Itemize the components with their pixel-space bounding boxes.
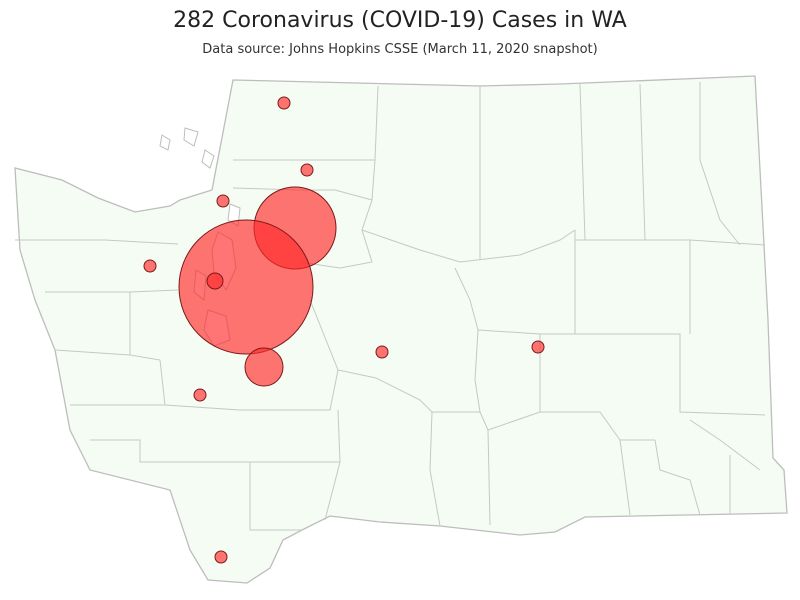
county-border xyxy=(540,411,655,441)
case-bubble-king xyxy=(178,219,314,355)
case-bubble-kittitas xyxy=(375,345,389,359)
county-border xyxy=(689,239,766,246)
county-border xyxy=(654,439,701,516)
county-border xyxy=(477,329,541,431)
case-bubble-pierce xyxy=(244,347,284,387)
county-border xyxy=(361,229,576,263)
island xyxy=(201,149,215,169)
map-subtitle: Data source: Johns Hopkins CSSE (March 1… xyxy=(202,42,598,57)
county-border xyxy=(309,299,480,413)
county-border xyxy=(324,461,341,521)
state-outline xyxy=(14,75,788,584)
case-bubble-lewis xyxy=(193,388,207,402)
county-border xyxy=(699,82,741,246)
case-bubbles xyxy=(143,96,545,564)
case-bubble-whatcom xyxy=(277,96,291,110)
island xyxy=(183,127,199,147)
county-border xyxy=(579,83,586,241)
county-border xyxy=(429,411,441,527)
county-border xyxy=(15,239,179,245)
case-bubble-grant xyxy=(531,340,545,354)
county-border xyxy=(90,439,302,531)
case-bubble-skagit xyxy=(300,163,314,177)
island xyxy=(159,134,171,151)
case-bubble-kitsap xyxy=(206,272,224,290)
county-border xyxy=(540,333,766,416)
case-bubble-island xyxy=(216,194,230,208)
county-borders xyxy=(15,82,766,531)
county-border xyxy=(639,83,646,241)
map-title: 282 Coronavirus (COVID-19) Cases in WA xyxy=(173,8,627,33)
case-bubble-clark xyxy=(214,550,228,564)
county-border xyxy=(54,349,131,356)
county-border xyxy=(619,439,631,516)
county-border xyxy=(689,419,761,471)
county-border xyxy=(232,187,373,201)
county-border xyxy=(159,359,339,411)
county-border xyxy=(299,159,376,269)
case-bubble-jefferson xyxy=(143,259,157,273)
